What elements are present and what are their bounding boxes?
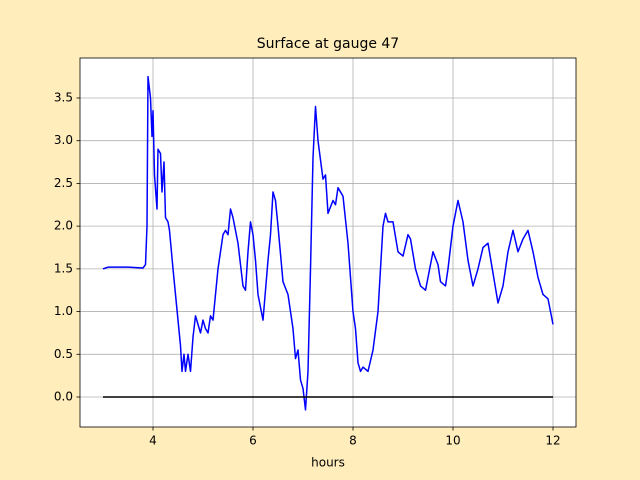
x-tick-label: 4	[149, 434, 157, 448]
x-tick-label: 8	[349, 434, 357, 448]
y-tick-label: 2.0	[54, 219, 73, 233]
y-tick-label: 1.5	[54, 261, 73, 275]
chart-title: Surface at gauge 47	[257, 36, 399, 52]
x-tick-label: 10	[445, 434, 460, 448]
x-tick-label: 6	[249, 434, 257, 448]
y-tick-label: 3.0	[54, 133, 73, 147]
plot-area	[80, 58, 576, 427]
y-tick-label: 3.5	[54, 90, 73, 104]
y-tick-label: 2.5	[54, 176, 73, 190]
data-line	[102, 75, 554, 411]
y-tick-label: 0.0	[54, 390, 73, 404]
x-axis-label: hours	[311, 456, 345, 470]
y-tick-label: 0.5	[54, 347, 73, 361]
lines	[102, 75, 554, 411]
x-tick-label: 12	[545, 434, 560, 448]
axes-frame	[79, 57, 577, 428]
y-tick-label: 1.0	[54, 304, 73, 318]
